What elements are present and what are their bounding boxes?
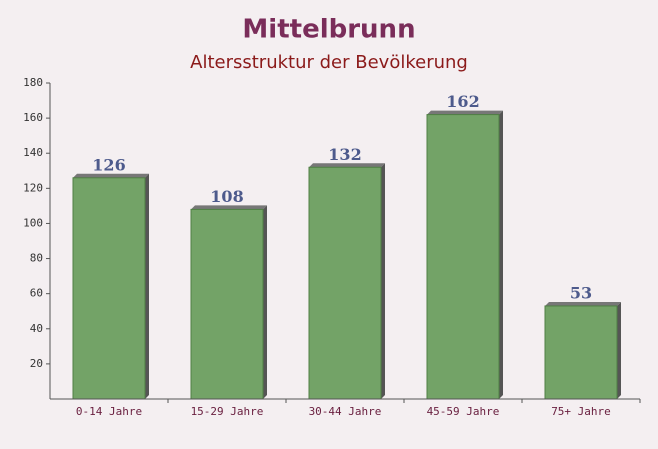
chart-title: Mittelbrunn bbox=[242, 15, 415, 45]
bar-shadow bbox=[545, 301, 621, 306]
value-label: 126 bbox=[92, 155, 125, 174]
y-tick-label: 160 bbox=[23, 111, 43, 124]
bar-shadow bbox=[617, 301, 621, 399]
y-tick-label: 40 bbox=[30, 322, 43, 335]
bar-shadow bbox=[381, 163, 385, 399]
value-label: 162 bbox=[446, 92, 479, 111]
bar-shadow bbox=[145, 173, 149, 399]
bar bbox=[426, 114, 500, 400]
bar-shadow bbox=[73, 173, 149, 178]
bar-shadow bbox=[191, 205, 267, 210]
bar-shadow bbox=[499, 110, 503, 399]
x-tick-label: 45-59 Jahre bbox=[427, 405, 500, 418]
y-tick-label: 120 bbox=[23, 181, 43, 194]
x-tick-label: 0-14 Jahre bbox=[76, 405, 142, 418]
y-tick-label: 140 bbox=[23, 146, 43, 159]
y-tick-label: 180 bbox=[23, 76, 43, 89]
value-label: 132 bbox=[328, 145, 361, 164]
value-label: 108 bbox=[210, 187, 243, 206]
bar bbox=[72, 177, 146, 400]
bar-shadow bbox=[263, 205, 267, 399]
bar bbox=[544, 305, 618, 400]
chart-subtitle: Altersstruktur der Bevölkerung bbox=[190, 52, 468, 73]
bar-shadow bbox=[309, 163, 385, 168]
x-tick-label: 30-44 Jahre bbox=[309, 405, 382, 418]
y-tick-label: 100 bbox=[23, 216, 43, 229]
y-tick-label: 60 bbox=[30, 287, 43, 300]
bar bbox=[190, 208, 264, 400]
value-label: 53 bbox=[570, 283, 592, 302]
x-tick-label: 15-29 Jahre bbox=[191, 405, 264, 418]
x-tick-label: 75+ Jahre bbox=[551, 405, 611, 418]
bar-shadow bbox=[427, 110, 503, 115]
y-tick-label: 80 bbox=[30, 252, 43, 265]
y-tick-label: 20 bbox=[30, 357, 43, 370]
bar bbox=[308, 166, 382, 400]
